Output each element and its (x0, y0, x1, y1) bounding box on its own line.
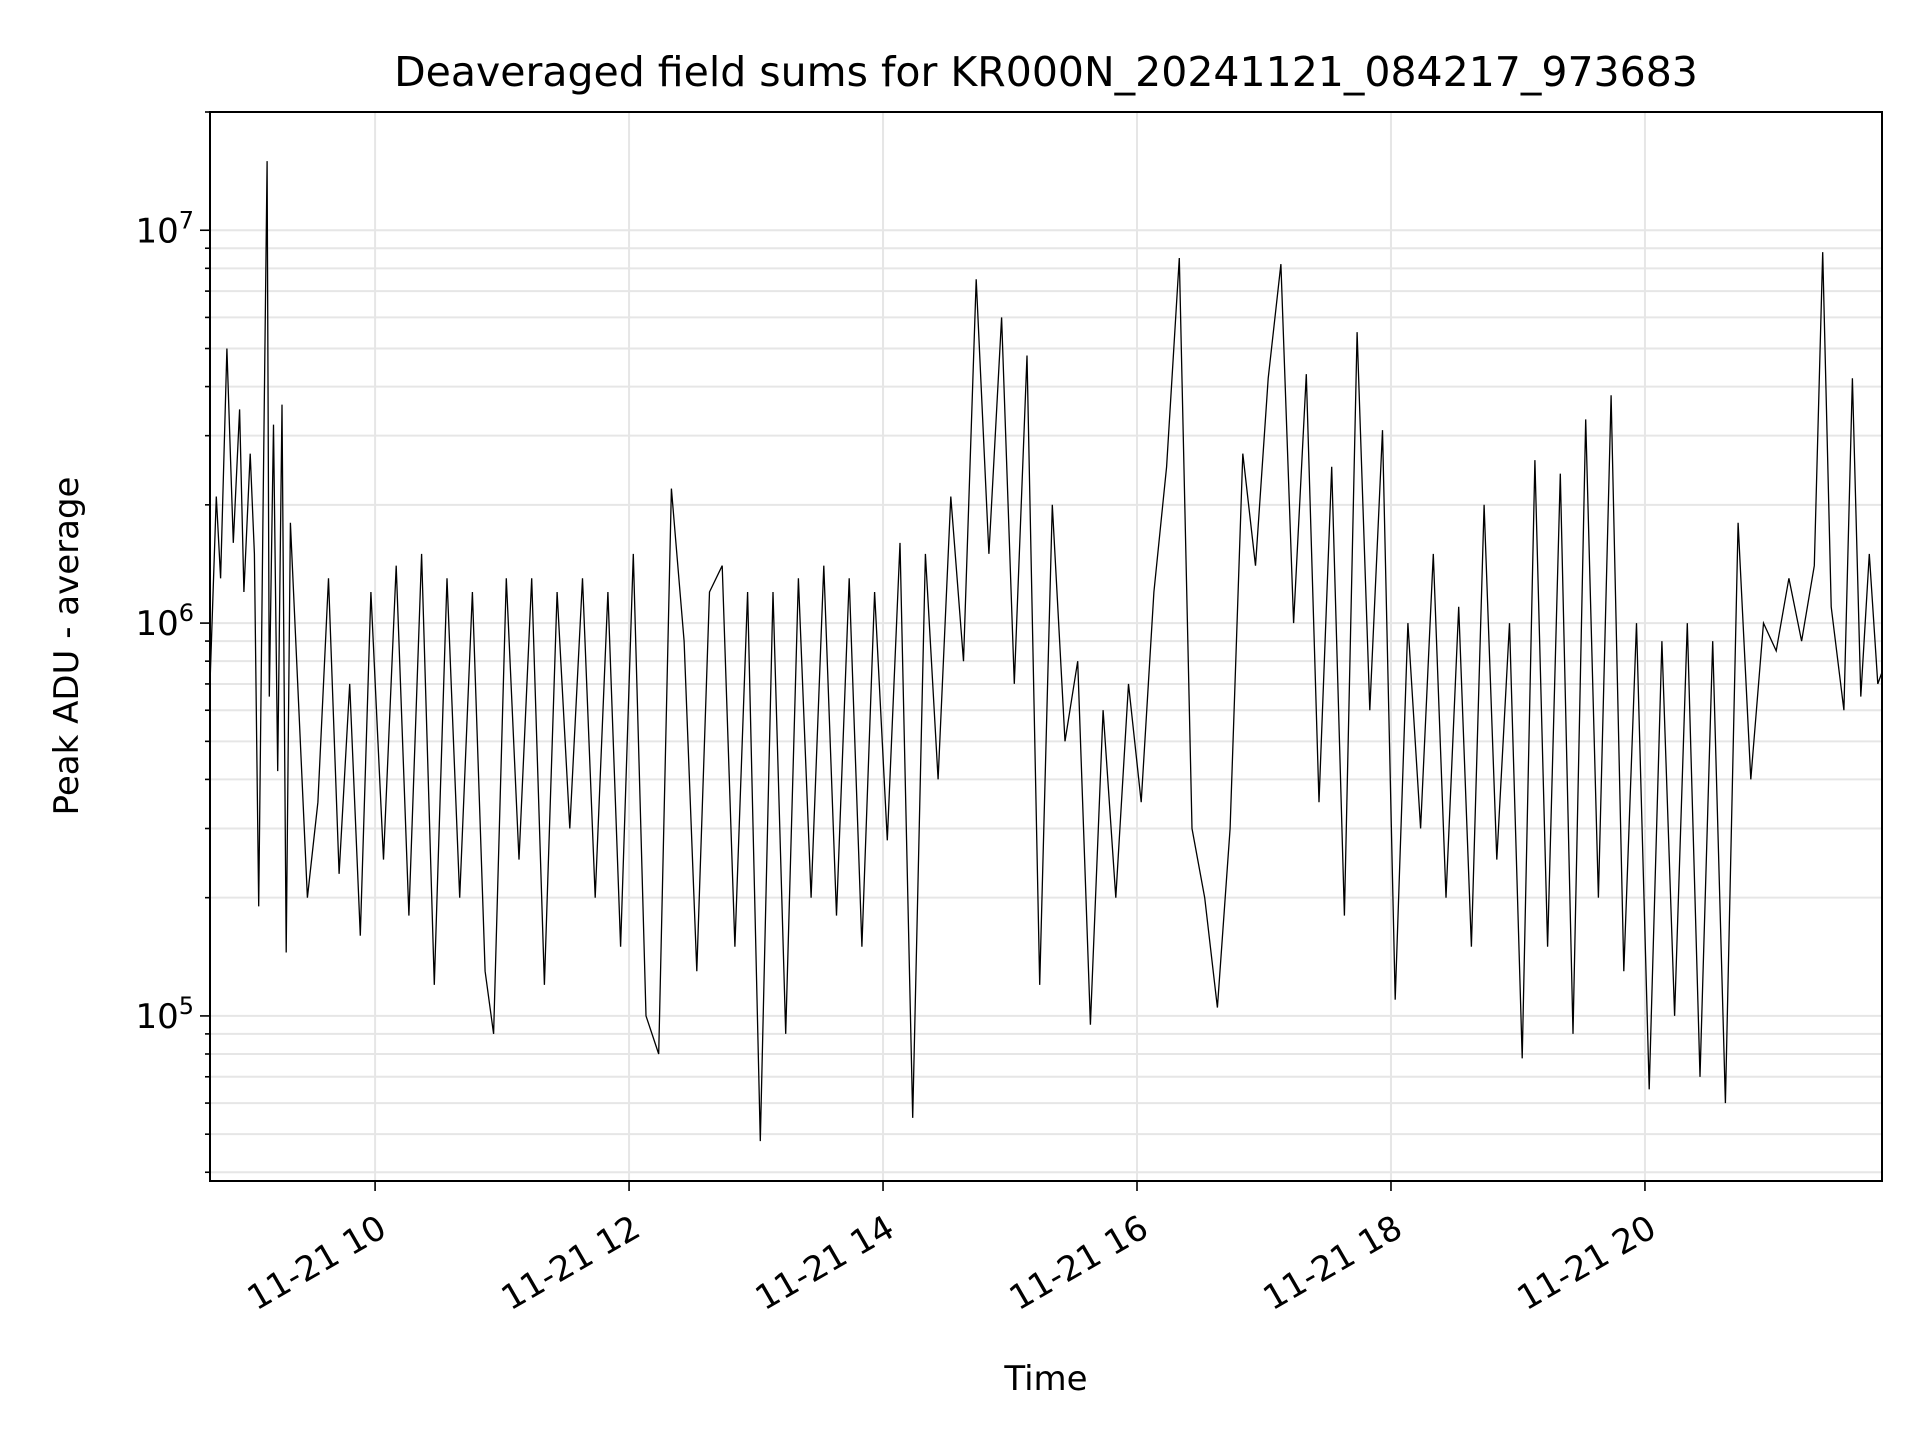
chart-title: Deaveraged field sums for KR000N_2024112… (394, 48, 1698, 96)
y-axis-label: Peak ADU - average (47, 477, 87, 816)
series-line (209, 161, 1883, 1142)
y-tick-label: 106 (135, 599, 194, 644)
y-tick-label: 105 (135, 992, 194, 1037)
x-axis-label: Time (1003, 1359, 1087, 1399)
plot-frame (209, 111, 1883, 1182)
y-tick-label: 107 (135, 206, 194, 251)
